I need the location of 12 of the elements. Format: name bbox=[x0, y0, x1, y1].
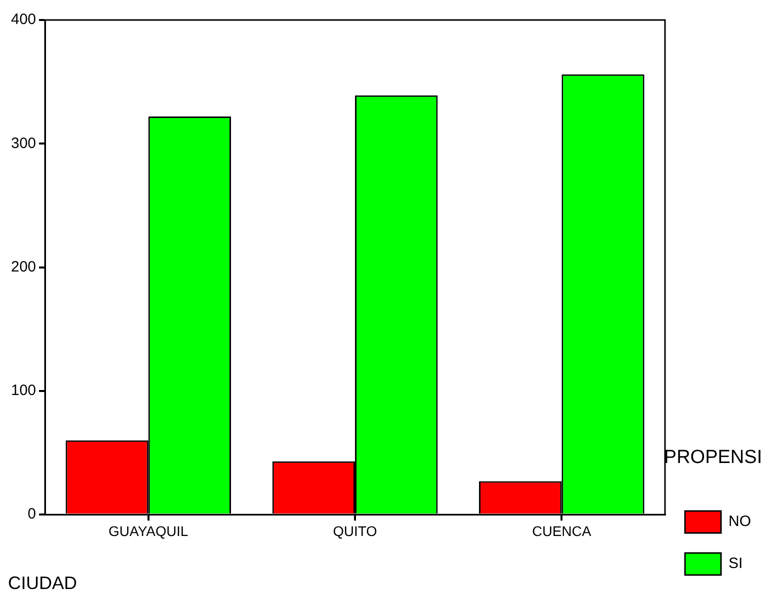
x-tick-label: CUENCA bbox=[532, 522, 592, 539]
y-tick-label: 100 bbox=[10, 382, 36, 400]
x-axis-title: CIUDAD bbox=[8, 573, 78, 594]
y-tick-label: 0 bbox=[28, 506, 36, 523]
y-tick-label: 300 bbox=[10, 134, 36, 152]
x-tick-label: QUITO bbox=[332, 522, 378, 539]
legend-label: SI bbox=[728, 555, 743, 572]
y-tick-label: 200 bbox=[10, 258, 36, 276]
legend-label: NO bbox=[728, 513, 751, 530]
x-tick-label: GUAYAQUIL bbox=[108, 522, 188, 539]
legend-title: PROPENSI bbox=[664, 446, 762, 468]
y-tick-label: 400 bbox=[10, 11, 36, 28]
